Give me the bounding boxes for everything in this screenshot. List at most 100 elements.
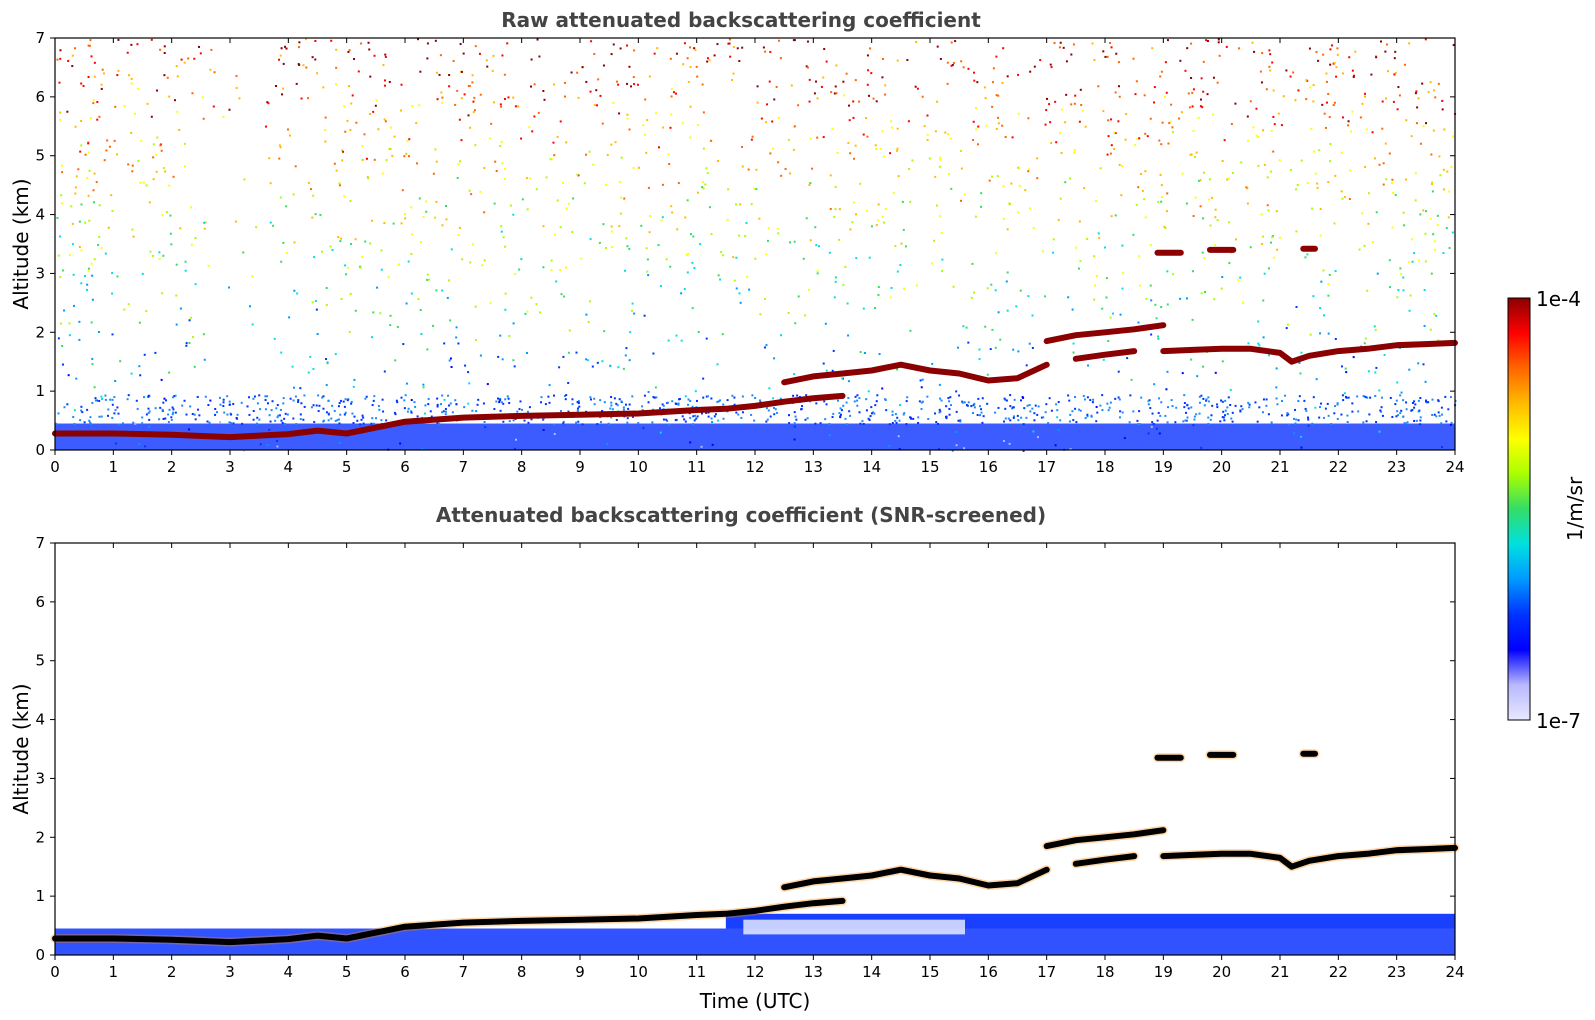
colorbar-min-label: 1e-7 <box>1536 709 1581 733</box>
boundary_layer_top <box>52 897 846 946</box>
x-tick-label: 7 <box>459 963 469 981</box>
x-tick-label: 0 <box>50 458 60 476</box>
colorbar-max-label: 1e-4 <box>1536 287 1581 311</box>
y-tick-label: 3 <box>35 769 45 787</box>
x-tick-label: 24 <box>1445 963 1464 981</box>
x-tick-label: 11 <box>687 963 706 981</box>
colorbar-unit-label: 1/m/sr <box>1563 476 1587 541</box>
y-tick-label: 6 <box>35 593 45 611</box>
x-tick-label: 22 <box>1329 458 1348 476</box>
cloud_1 <box>781 361 1050 386</box>
panel-screened-x-ticks: 0 1 2 3 4 5 6 7 8 9 10 11 12 13 14 15 16 17 18 19 20 21 22 23 24 <box>50 543 1465 981</box>
x-tick-label: 1 <box>109 963 119 981</box>
x-tick-label: 13 <box>804 963 823 981</box>
x-tick-label: 17 <box>1037 458 1056 476</box>
x-tick-label: 6 <box>400 458 410 476</box>
colorbar: 1e-4 1e-7 1/m/sr <box>1507 287 1587 733</box>
panel-screened-layers <box>50 749 1460 947</box>
x-tick-label: 12 <box>745 458 764 476</box>
x-tick-label: 17 <box>1037 963 1056 981</box>
x-tick-label: 21 <box>1270 458 1289 476</box>
y-tick-label: 2 <box>35 828 45 846</box>
y-tick-label: 5 <box>35 147 45 165</box>
panel-raw-ylabel: Altitude (km) <box>9 178 33 309</box>
y-tick-label: 3 <box>35 264 45 282</box>
y-tick-label: 1 <box>35 887 45 905</box>
x-tick-label: 19 <box>1154 963 1173 981</box>
cloud_4 <box>1160 339 1458 365</box>
x-tick-label: 7 <box>459 458 469 476</box>
x-tick-label: 24 <box>1445 458 1464 476</box>
raw-noise-speckle <box>56 38 1457 452</box>
y-tick-label: 5 <box>35 652 45 670</box>
x-tick-label: 2 <box>167 963 177 981</box>
panel-raw: Raw attenuated backscattering coefficien… <box>9 8 1465 476</box>
x-tick-label: 8 <box>517 963 527 981</box>
panel-raw-y-ticks: 0 1 2 3 4 5 6 7 <box>35 29 1455 459</box>
cloud_1 <box>781 866 1050 891</box>
panel-screened-heatmap <box>55 913 1455 955</box>
x-tick-label: 10 <box>629 963 648 981</box>
y-tick-label: 1 <box>35 382 45 400</box>
panel-screened-xlabel: Time (UTC) <box>699 989 811 1013</box>
panel-screened-frame <box>54 542 1456 956</box>
y-tick-label: 2 <box>35 323 45 341</box>
x-tick-label: 23 <box>1387 963 1406 981</box>
boundary_layer_top <box>52 392 846 441</box>
x-tick-label: 9 <box>575 458 585 476</box>
x-tick-label: 12 <box>745 963 764 981</box>
cloud_3 <box>1072 853 1138 867</box>
x-tick-label: 3 <box>225 458 235 476</box>
x-tick-label: 15 <box>920 963 939 981</box>
cloud_3 <box>1072 348 1138 362</box>
x-tick-label: 2 <box>167 458 177 476</box>
panel-screened-ylabel: Altitude (km) <box>9 683 33 814</box>
x-tick-label: 16 <box>979 963 998 981</box>
x-tick-label: 13 <box>804 458 823 476</box>
y-tick-label: 7 <box>35 534 45 552</box>
y-tick-label: 0 <box>35 946 45 964</box>
x-tick-label: 5 <box>342 458 352 476</box>
x-tick-label: 4 <box>284 963 294 981</box>
x-tick-label: 20 <box>1212 458 1231 476</box>
panel-raw-heatmap <box>55 38 1457 452</box>
x-tick-label: 11 <box>687 458 706 476</box>
raw-lowlevel-speckle <box>55 394 1457 426</box>
x-tick-label: 14 <box>862 458 881 476</box>
panel-raw-x-ticks: 0 1 2 3 4 5 6 7 8 9 10 11 12 13 14 15 16 17 18 19 20 21 22 23 24 <box>50 38 1465 476</box>
x-tick-label: 18 <box>1095 963 1114 981</box>
screened-cutout <box>743 919 965 935</box>
cloud_4 <box>1160 844 1458 870</box>
y-tick-label: 0 <box>35 441 45 459</box>
y-tick-label: 7 <box>35 29 45 47</box>
x-tick-label: 21 <box>1270 963 1289 981</box>
x-tick-label: 3 <box>225 963 235 981</box>
y-tick-label: 4 <box>35 711 45 729</box>
x-tick-label: 8 <box>517 458 527 476</box>
colorbar-ramp <box>1507 297 1531 721</box>
x-tick-label: 20 <box>1212 963 1231 981</box>
cloud_2 <box>1043 322 1167 345</box>
y-tick-label: 4 <box>35 206 45 224</box>
x-tick-label: 16 <box>979 458 998 476</box>
y-tick-label: 6 <box>35 88 45 106</box>
x-tick-label: 15 <box>920 458 939 476</box>
x-tick-label: 1 <box>109 458 119 476</box>
panel-raw-layers <box>52 245 1458 441</box>
x-tick-label: 18 <box>1095 458 1114 476</box>
panel-screened: Attenuated backscattering coefficient (S… <box>9 503 1465 1013</box>
panel-raw-frame <box>54 37 1456 451</box>
x-tick-label: 9 <box>575 963 585 981</box>
cloud_2 <box>1043 827 1167 850</box>
panel-screened-title: Attenuated backscattering coefficient (S… <box>436 503 1046 527</box>
x-tick-label: 22 <box>1329 963 1348 981</box>
panel-screened-y-ticks: 0 1 2 3 4 5 6 7 <box>35 534 1455 964</box>
x-tick-label: 19 <box>1154 458 1173 476</box>
x-tick-label: 0 <box>50 963 60 981</box>
x-tick-label: 23 <box>1387 458 1406 476</box>
x-tick-label: 10 <box>629 458 648 476</box>
x-tick-label: 14 <box>862 963 881 981</box>
panel-raw-title: Raw attenuated backscattering coefficien… <box>501 8 981 32</box>
x-tick-label: 4 <box>284 458 294 476</box>
